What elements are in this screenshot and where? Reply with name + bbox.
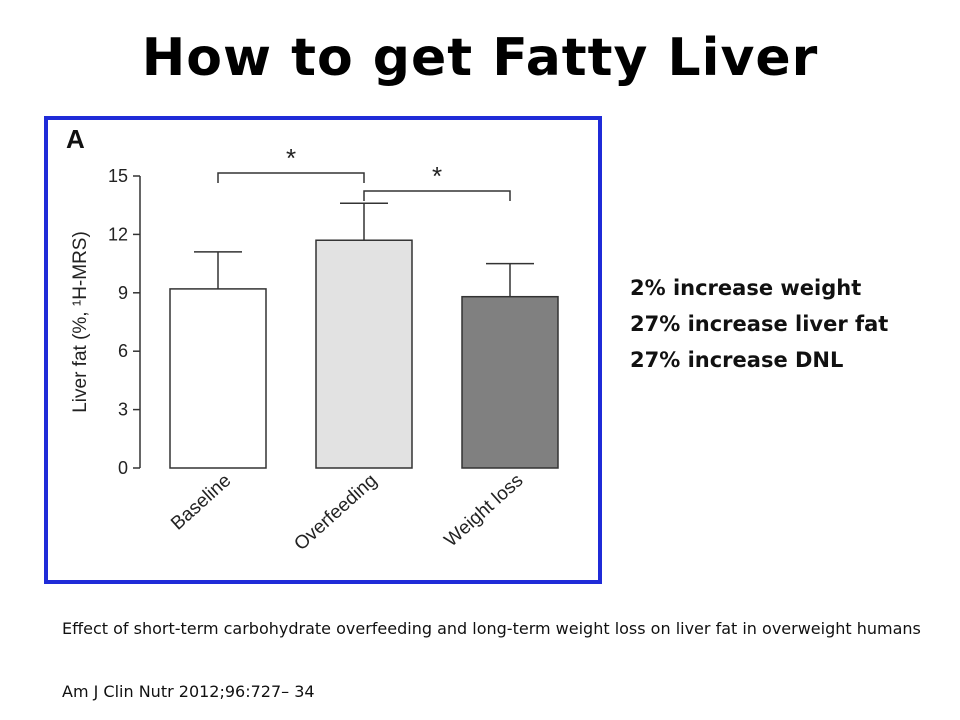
y-tick-label: 9 [118,283,128,303]
significance-bracket [363,190,511,201]
bar-chart: A 0 3 6 9 12 15 Liver fat (%, ¹H-MRS) Baseline Ov… [66,124,559,555]
stat-weight: 2% increase weight [630,276,862,300]
stat-liver-fat: 27% increase liver fat [630,312,889,336]
bar-overfeeding [315,239,413,469]
stat-dnl: 27% increase DNL [630,348,844,372]
significance-marker: * [432,161,442,191]
significance-marker: * [286,143,296,173]
x-category-label: Overfeeding [290,470,381,555]
y-tick-label: 3 [118,400,128,420]
figure-caption: Effect of short-term carbohydrate overfe… [62,619,921,638]
y-tick-label: 12 [108,224,128,244]
y-axis-label: Liver fat (%, ¹H-MRS) [70,231,91,413]
y-tick-label: 0 [118,458,128,478]
x-category-label: Baseline [167,470,235,534]
bar-baseline [169,288,267,469]
y-tick-label: 6 [118,341,128,361]
figure-frame: A 0 3 6 9 12 15 Liver fat (%, ¹H-MRS) Baseline Ov… [44,116,602,584]
citation: Am J Clin Nutr 2012;96:727– 34 [62,682,315,701]
stats-list: 2% increase weight 27% increase liver fa… [630,270,888,378]
y-tick-label: 15 [108,166,128,186]
slide-title: How to get Fatty Liver [141,28,819,88]
bar-weight-loss [461,295,559,469]
significance-bracket [217,172,365,183]
panel-label: A [66,124,85,154]
x-category-label: Weight loss [441,470,528,551]
